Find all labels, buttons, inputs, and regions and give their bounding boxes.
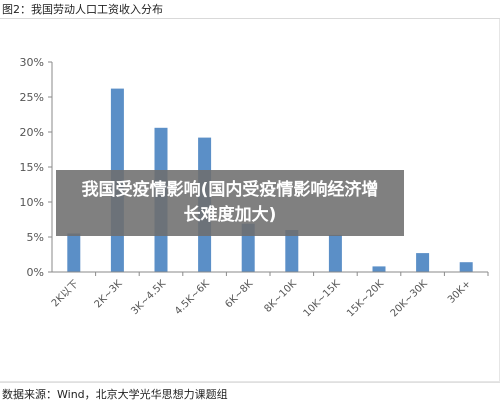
y-tick-label: 15% xyxy=(20,161,44,174)
x-tick-label: 10K~15K xyxy=(302,278,343,319)
headline-text: 我国受疫情影响(国内受疫情影响经济增长难度加大) xyxy=(81,180,379,225)
x-tick-label: 8K~10K xyxy=(262,278,299,315)
x-tick-label: 2K以下 xyxy=(50,278,81,309)
y-axis: 0% 5% 10% 15% 20% 25% 30% xyxy=(20,56,53,279)
x-axis: 2K以下 2K~3K 3K~4.5K 4.5K~6K 6K~8K 8K~10K 10K~15… xyxy=(50,271,489,319)
footer-divider xyxy=(0,382,500,383)
bar xyxy=(372,266,386,272)
x-tick-label: 2K~3K xyxy=(93,278,125,310)
y-tick-label: 0% xyxy=(27,266,44,279)
figure-title: 图2：我国劳动人口工资收入分布 xyxy=(2,3,163,16)
bar xyxy=(67,233,81,272)
bar xyxy=(459,262,473,272)
bar xyxy=(285,230,299,272)
y-tick-label: 30% xyxy=(20,56,44,69)
headline-overlay: 我国受疫情影响(国内受疫情影响经济增长难度加大) xyxy=(56,170,404,236)
y-tick-label: 10% xyxy=(20,196,44,209)
x-tick-label: 4.5K~6K xyxy=(173,278,212,317)
y-tick-label: 5% xyxy=(27,231,44,244)
x-tick-label: 3K~4.5K xyxy=(129,278,168,317)
bar xyxy=(328,234,342,272)
x-tick-label: 20K~30K xyxy=(389,278,430,319)
bar xyxy=(416,253,430,272)
y-tick-label: 25% xyxy=(20,91,44,104)
x-tick-label: 15K~20K xyxy=(345,278,386,319)
data-source: 数据来源：Wind，北京大学光华思想力课题组 xyxy=(2,388,228,401)
y-tick-label: 20% xyxy=(20,126,44,139)
x-tick-label: 30K+ xyxy=(446,278,473,305)
title-divider xyxy=(0,18,500,19)
x-tick-label: 6K~8K xyxy=(223,278,255,310)
